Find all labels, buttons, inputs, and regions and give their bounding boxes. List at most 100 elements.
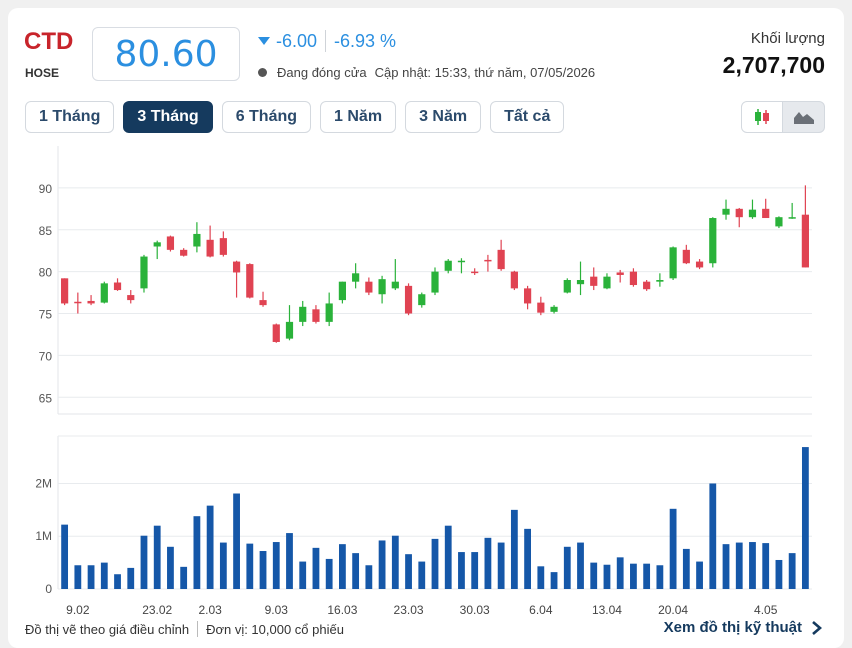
volume-bar: [312, 547, 320, 589]
period-all[interactable]: Tất cả: [490, 101, 565, 133]
volume-bar: [735, 542, 743, 589]
candle-body: [590, 276, 598, 286]
candlestick-button[interactable]: [741, 101, 783, 133]
price-change: -6.00 -6.93 %: [258, 30, 396, 52]
date-tick-label: 20.04: [658, 603, 688, 617]
period-6-month[interactable]: 6 Tháng: [221, 101, 312, 133]
market-status: Đang đóng cửa Cập nhật: 15:33, thứ năm, …: [258, 65, 595, 80]
candle-body: [695, 261, 704, 268]
stock-symbol: CTD: [24, 28, 74, 55]
update-time: Cập nhật: 15:33, thứ năm, 07/05/2026: [374, 65, 596, 80]
date-tick-label: 23.03: [394, 603, 424, 617]
candle-body: [391, 281, 399, 289]
volume-bar: [669, 508, 677, 589]
candle-body: [418, 294, 426, 306]
candle-body: [550, 306, 558, 312]
candle-body: [299, 306, 307, 322]
volume-bar: [206, 505, 214, 589]
candle-body: [788, 217, 796, 219]
status-text: Đang đóng cửa: [277, 65, 367, 80]
candle-body: [61, 278, 69, 304]
volume-bar: [127, 567, 135, 589]
volume-bar: [378, 540, 386, 589]
volume-bar: [114, 574, 121, 589]
volume-bar: [339, 544, 346, 589]
period-3-year[interactable]: 3 Năm: [405, 101, 482, 133]
volume-bar: [682, 548, 690, 589]
candle-body: [140, 256, 148, 289]
candle-body: [180, 249, 188, 256]
candle-body: [484, 259, 492, 262]
candle-body: [74, 301, 82, 304]
volume-bar: [180, 566, 188, 589]
adjusted-price-note: Đồ thị vẽ theo giá điều chỉnh: [25, 621, 190, 637]
volume-bar: [458, 552, 465, 589]
volume-bar: [656, 565, 664, 589]
candle-body: [259, 300, 267, 306]
current-price: 80.60: [114, 33, 218, 75]
divider: [197, 621, 199, 637]
candle-body: [219, 238, 227, 255]
candle-body: [312, 309, 320, 322]
candle-body: [232, 261, 241, 273]
period-1-year[interactable]: 1 Năm: [320, 101, 397, 133]
volume-bar: [272, 542, 280, 589]
volume-bar: [749, 542, 756, 589]
date-tick-label: 30.03: [460, 603, 490, 617]
candle-body: [523, 288, 532, 304]
volume-bar: [286, 533, 293, 589]
volume-bar: [74, 565, 82, 589]
volume-label: Khối lượng: [750, 30, 825, 47]
candle-body: [576, 280, 585, 285]
date-tick-label: 9.03: [265, 603, 289, 617]
candle-body: [100, 283, 108, 303]
volume-bar: [233, 493, 240, 589]
volume-bar: [524, 528, 531, 589]
volume-bar: [140, 535, 148, 589]
candle-body: [656, 280, 664, 282]
volume-bar: [722, 544, 730, 589]
volume-bar: [603, 564, 611, 589]
area-chart-icon: [793, 112, 814, 124]
change-value: -6.00: [276, 30, 318, 51]
chevron-right-icon: [812, 620, 822, 635]
volume-bar: [643, 563, 651, 589]
candlestick-icon: [755, 109, 769, 125]
candle-body: [285, 321, 294, 339]
volume-tick-label: 0: [45, 582, 52, 596]
candle-body: [206, 239, 214, 257]
candle-body: [643, 281, 651, 290]
volume-tick-label: 2M: [35, 476, 52, 490]
candle-body: [801, 214, 809, 268]
volume-bar: [484, 537, 492, 589]
candle-body: [113, 282, 122, 291]
stock-card: CTD HOSE 80.60 -6.00 -6.93 % Đang đóng c…: [8, 8, 844, 648]
period-1-month[interactable]: 1 Tháng: [25, 101, 115, 133]
candle-body: [775, 217, 783, 227]
volume-bar: [788, 553, 796, 589]
candle-body: [127, 295, 135, 301]
candle-body: [603, 276, 611, 289]
volume-bar: [510, 509, 518, 589]
date-tick-label: 13.04: [592, 603, 622, 617]
date-tick-label: 2.03: [198, 603, 222, 617]
candle-body: [457, 260, 466, 263]
technical-chart-link[interactable]: Xem đồ thị kỹ thuật: [664, 619, 824, 636]
candle-body: [669, 247, 677, 279]
technical-chart-label: Xem đồ thị kỹ thuật: [663, 619, 802, 636]
volume-bar: [391, 535, 399, 589]
period-3-month[interactable]: 3 Tháng: [123, 101, 213, 133]
candle-body: [497, 249, 505, 270]
area-chart-button[interactable]: [783, 101, 825, 133]
price-tick-label: 65: [39, 391, 53, 405]
date-tick-label: 6.04: [529, 603, 553, 617]
candle-body: [272, 324, 280, 342]
price-tick-label: 70: [39, 349, 53, 363]
candle-body: [735, 208, 743, 218]
volume-bar: [630, 563, 637, 589]
volume-bar: [577, 542, 584, 589]
date-tick-label: 23.02: [142, 603, 172, 617]
volume-bar: [550, 572, 558, 589]
status-dot-icon: [258, 68, 267, 77]
candle-body: [510, 271, 518, 289]
